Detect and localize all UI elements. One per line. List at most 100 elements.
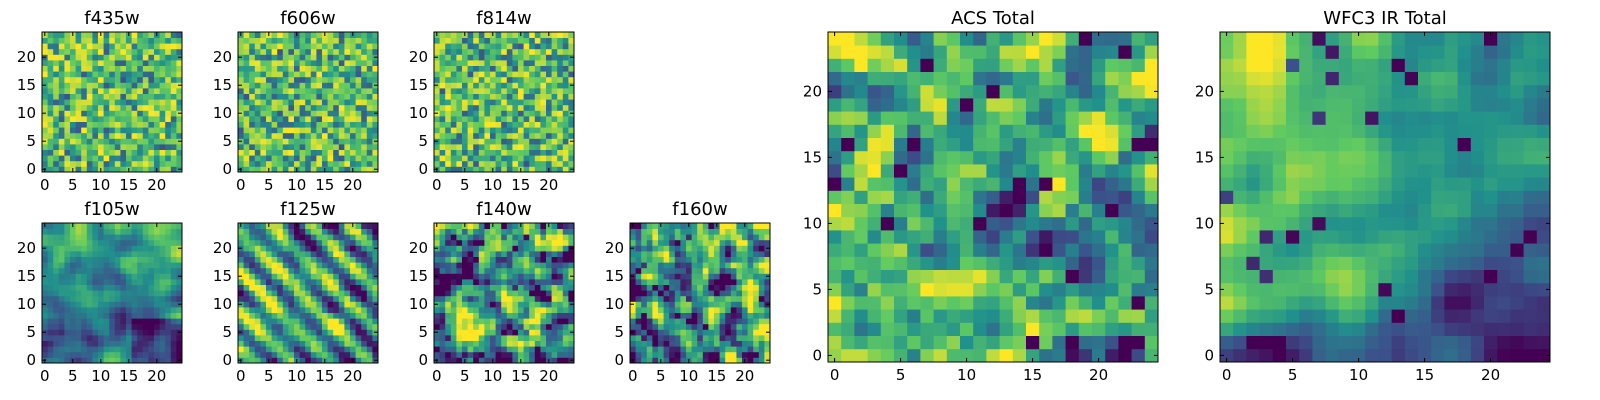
heatmap-cell [674, 335, 681, 341]
heatmap-cell [478, 48, 485, 55]
heatmap-cell [557, 32, 564, 38]
heatmap-cell [249, 357, 256, 364]
heatmap-cell [47, 166, 54, 173]
heatmap-cell [266, 116, 272, 122]
heatmap-cell [260, 32, 267, 38]
heatmap-cell [249, 155, 256, 162]
heatmap-cell [142, 284, 149, 291]
heatmap-cell [462, 132, 468, 139]
heatmap-cell [305, 88, 312, 94]
y-tick-label: 20 [213, 48, 232, 66]
heatmap-cell [114, 110, 121, 117]
heatmap-cell [249, 267, 256, 274]
heatmap-cell [64, 166, 71, 173]
heatmap-cell [137, 32, 144, 38]
heatmap-cell [551, 340, 558, 347]
heatmap-cell [506, 357, 513, 364]
heatmap-cell [742, 307, 748, 313]
heatmap-cell [568, 228, 575, 235]
heatmap-cell [518, 121, 524, 128]
heatmap-cell [305, 351, 312, 358]
heatmap-cell [490, 335, 496, 341]
heatmap-cell [81, 273, 88, 280]
heatmap-cell [338, 37, 345, 44]
heatmap-cell [1026, 309, 1040, 323]
heatmap-cell [462, 228, 468, 235]
heatmap-cell [142, 234, 149, 241]
heatmap-cell [260, 312, 267, 319]
heatmap-cell [512, 149, 519, 156]
heatmap-cell [327, 279, 334, 285]
heatmap-cell [1105, 296, 1119, 310]
heatmap-cell [165, 82, 172, 89]
heatmap-cell [764, 335, 771, 341]
heatmap-cell [333, 251, 340, 257]
heatmap-cell [271, 318, 278, 325]
heatmap-cell [674, 323, 681, 330]
heatmap-cell [277, 262, 284, 269]
heatmap-cell [305, 307, 312, 313]
heatmap-cell [691, 351, 698, 358]
heatmap-cell [70, 318, 76, 325]
heatmap-cell [714, 245, 720, 252]
heatmap-cell [355, 99, 362, 106]
heatmap-cell [288, 116, 295, 122]
heatmap-cell [327, 323, 334, 330]
heatmap-cell [484, 323, 491, 330]
heatmap-cell [518, 245, 524, 252]
heatmap-cell [841, 150, 855, 165]
heatmap-cell [719, 223, 726, 229]
heatmap-cell [355, 318, 362, 325]
heatmap-cell [1012, 335, 1027, 350]
heatmap-cell [1131, 203, 1146, 218]
heatmap-cell [495, 76, 502, 83]
heatmap-cell [568, 132, 575, 139]
heatmap-cell [64, 284, 71, 291]
heatmap-cell [282, 116, 289, 122]
heatmap-cell [1012, 177, 1027, 191]
heatmap-cell [562, 357, 569, 364]
heatmap-cell [277, 351, 284, 358]
heatmap-cell [512, 160, 519, 167]
heatmap-cell [260, 346, 267, 353]
heatmap-cell [126, 284, 132, 291]
heatmap-cell [131, 290, 138, 297]
heatmap-cell [512, 279, 519, 285]
heatmap-cell [702, 318, 709, 325]
heatmap-cell [355, 245, 362, 252]
heatmap-cell [114, 76, 121, 83]
heatmap-cell [708, 340, 715, 347]
heatmap-cell [277, 116, 284, 122]
heatmap-cell [546, 307, 552, 313]
heatmap-cell [546, 76, 552, 83]
heatmap-cell [697, 351, 704, 358]
heatmap-cell [361, 166, 368, 173]
heatmap-cell [47, 256, 54, 263]
heatmap-cell [506, 88, 513, 94]
heatmap-cell [484, 245, 491, 252]
heatmap-cell [445, 138, 452, 145]
heatmap-cell [92, 155, 99, 162]
heatmap-cell [238, 60, 244, 66]
heatmap-cell [551, 144, 558, 150]
heatmap-cell [730, 335, 737, 341]
heatmap-cell [260, 104, 267, 111]
heatmap-cell [238, 144, 244, 150]
heatmap-cell [310, 256, 317, 263]
heatmap-cell [344, 149, 351, 156]
heatmap-cell [880, 177, 895, 191]
heatmap-cell [333, 256, 340, 263]
heatmap-cell [148, 223, 155, 229]
heatmap-cell [81, 340, 88, 347]
heatmap-cell [702, 223, 709, 229]
heatmap-cell [495, 290, 502, 297]
heatmap-cell [42, 239, 48, 246]
heatmap-cell [641, 239, 648, 246]
heatmap-cell [758, 329, 765, 336]
heatmap-cell [266, 262, 272, 269]
heatmap-cell [501, 71, 508, 78]
heatmap-cell [114, 307, 121, 313]
heatmap-cell [243, 284, 250, 291]
heatmap-cell [299, 234, 306, 241]
heatmap-cell [702, 267, 709, 274]
